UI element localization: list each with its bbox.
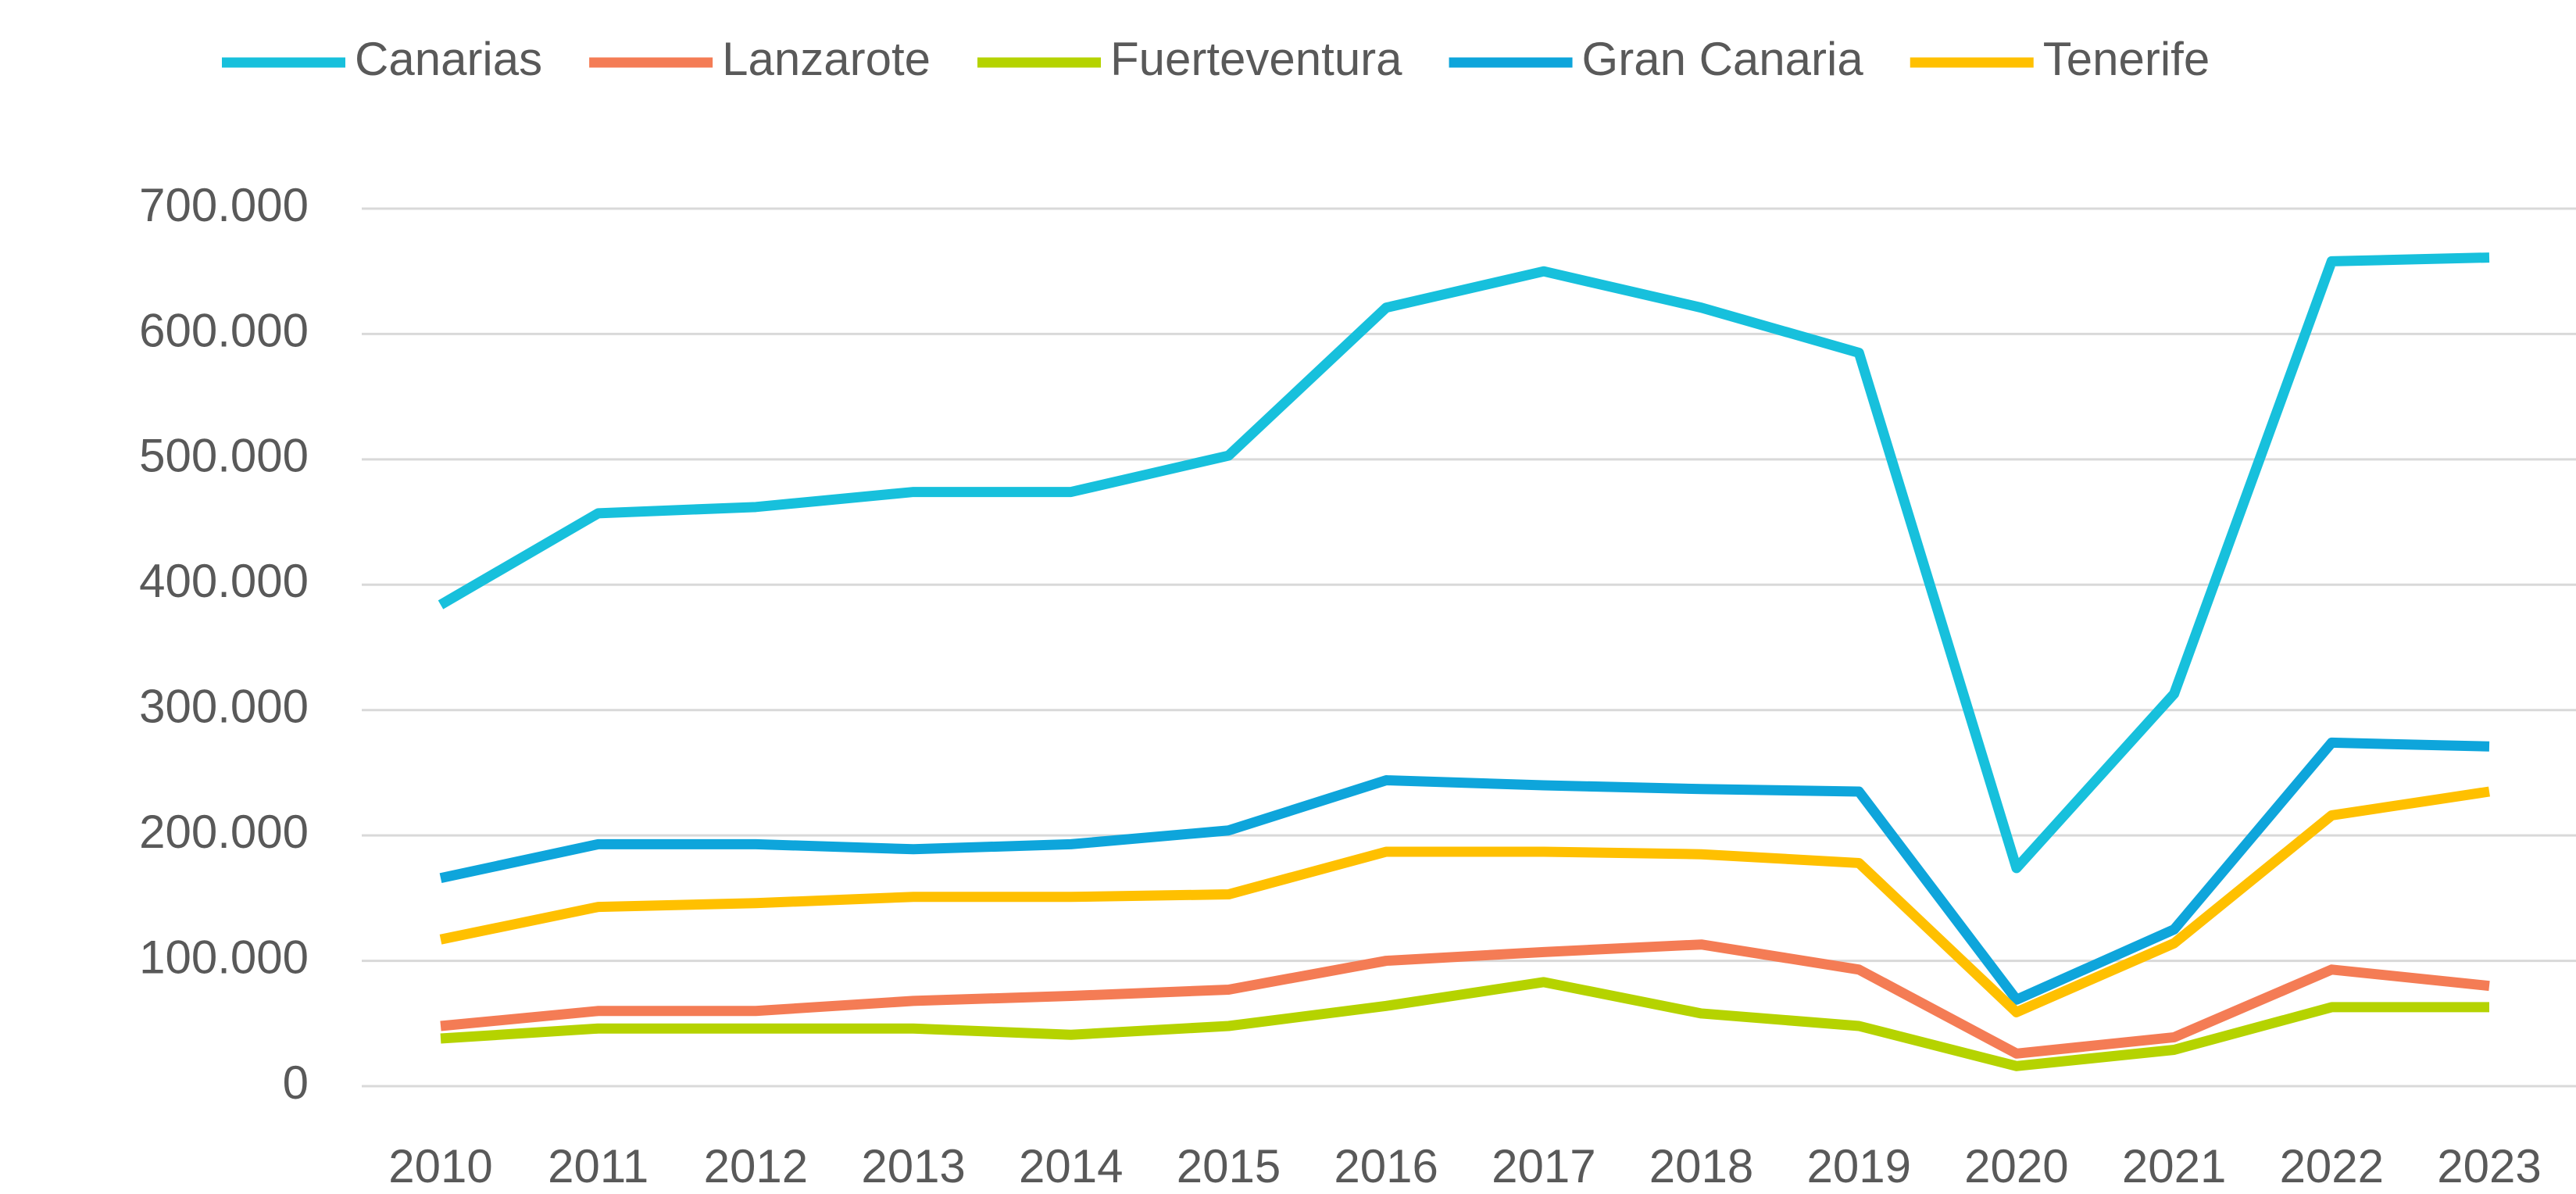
y-tick-label: 600.000 [139, 304, 309, 356]
legend-label: Canarias [355, 33, 542, 85]
series-line [440, 977, 2489, 1071]
y-tick-label: 700.000 [139, 179, 309, 231]
x-tick-label: 2022 [2280, 1140, 2384, 1192]
x-tick-label: 2023 [2437, 1140, 2541, 1192]
series-line [438, 252, 2490, 874]
y-tick-label: 100.000 [139, 931, 309, 983]
series-line [439, 737, 2490, 1005]
y-tick-label: 0 [283, 1056, 309, 1109]
x-tick-label: 2017 [1492, 1140, 1595, 1192]
x-tick-label: 2013 [861, 1140, 965, 1192]
x-tick-label: 2018 [1649, 1140, 1753, 1192]
x-tick-label: 2011 [548, 1140, 648, 1192]
legend-label: Lanzarote [722, 33, 931, 85]
x-tick-label: 2010 [388, 1140, 492, 1192]
x-tick-label: 2012 [704, 1140, 808, 1192]
x-tick-label: 2014 [1019, 1140, 1123, 1192]
series-line [440, 939, 2490, 1059]
y-tick-label: 400.000 [139, 555, 309, 607]
x-tick-label: 2016 [1334, 1140, 1438, 1192]
legend-label: Tenerife [2043, 33, 2210, 85]
x-tick-label: 2020 [1964, 1140, 2068, 1192]
x-tick-label: 2015 [1177, 1140, 1281, 1192]
legend-label: Gran Canaria [1582, 33, 1864, 85]
series-line [439, 786, 2490, 1017]
y-tick-label: 200.000 [139, 806, 309, 858]
y-tick-label: 300.000 [139, 681, 309, 733]
y-tick-label: 500.000 [139, 430, 309, 482]
legend-label: Fuerteventura [1110, 33, 1402, 85]
x-tick-label: 2019 [1806, 1140, 1910, 1192]
x-tick-label: 2021 [2122, 1140, 2226, 1192]
